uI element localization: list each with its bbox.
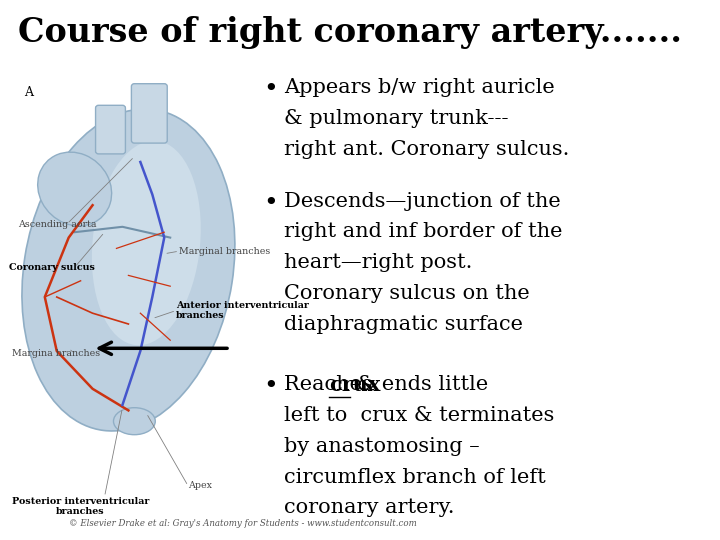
Text: heart—right post.: heart—right post. [284, 253, 472, 272]
Text: & pulmonary trunk---: & pulmonary trunk--- [284, 109, 508, 128]
FancyBboxPatch shape [131, 84, 167, 143]
Ellipse shape [22, 109, 235, 431]
Text: Descends—junction of the: Descends—junction of the [284, 192, 560, 211]
Text: Apex: Apex [188, 482, 212, 490]
Text: right and inf border of the: right and inf border of the [284, 222, 562, 241]
FancyBboxPatch shape [96, 105, 125, 154]
Text: right ant. Coronary sulcus.: right ant. Coronary sulcus. [284, 140, 569, 159]
Text: Reaches: Reaches [284, 375, 379, 394]
Text: Appears b/w right auricle: Appears b/w right auricle [284, 78, 554, 97]
Ellipse shape [114, 408, 156, 435]
Text: Ascending aorta: Ascending aorta [18, 220, 96, 228]
Text: Anterior interventricular
branches: Anterior interventricular branches [176, 301, 309, 320]
Ellipse shape [37, 152, 112, 226]
Text: Marginal branches: Marginal branches [179, 247, 271, 255]
Text: Coronary sulcus: Coronary sulcus [9, 263, 95, 272]
Text: left to  crux & terminates: left to crux & terminates [284, 406, 554, 425]
Text: Posterior interventricular
branches: Posterior interventricular branches [12, 497, 149, 516]
Text: coronary artery.: coronary artery. [284, 498, 454, 517]
Ellipse shape [92, 141, 201, 345]
Text: •: • [263, 375, 277, 399]
Text: •: • [263, 78, 277, 102]
Text: & ends little: & ends little [350, 375, 488, 394]
Text: diaphragmatic surface: diaphragmatic surface [284, 315, 523, 334]
Text: •: • [263, 192, 277, 215]
Text: by anastomosing –: by anastomosing – [284, 437, 480, 456]
Text: Coronary sulcus on the: Coronary sulcus on the [284, 284, 529, 303]
Text: Margina branches: Margina branches [12, 349, 100, 358]
Bar [12, 65, 257, 518]
Text: crux: crux [329, 375, 380, 395]
Text: Course of right coronary artery.......: Course of right coronary artery....... [18, 16, 682, 49]
Text: A: A [24, 86, 33, 99]
Text: © Elsevier Drake et al: Gray's Anatomy for Students - www.studentconsult.com: © Elsevier Drake et al: Gray's Anatomy f… [68, 519, 416, 528]
Text: circumflex branch of left: circumflex branch of left [284, 468, 546, 487]
